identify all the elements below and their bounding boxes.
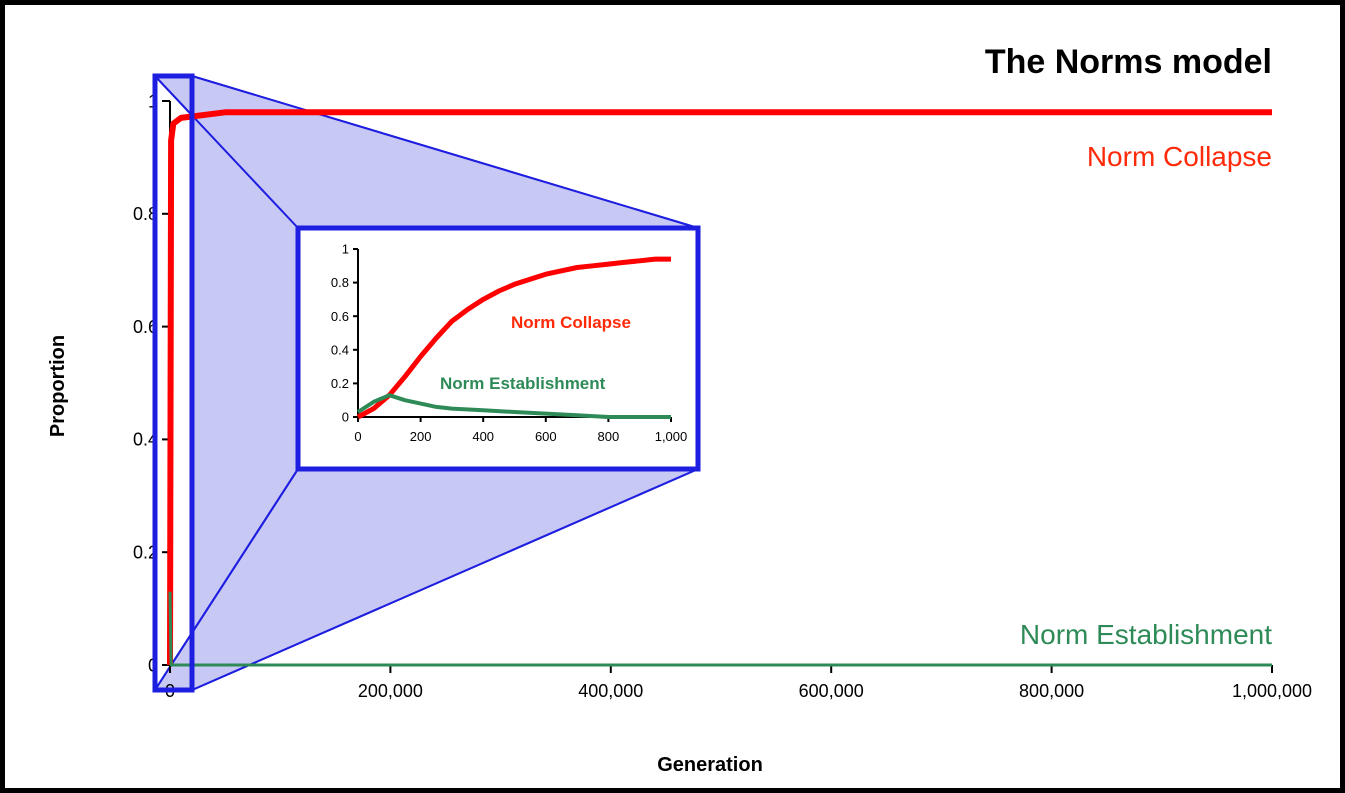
p0-x-tick-label: 400,000 <box>578 681 643 701</box>
x-axis-title: Generation <box>657 754 763 776</box>
p0-x-tick-label: 200,000 <box>358 681 423 701</box>
p0-x-tick-label: 800,000 <box>1019 681 1084 701</box>
chart-title: The Norms model <box>985 43 1272 81</box>
p1-y-tick-label: 0.6 <box>331 309 349 324</box>
main-label-norm-collapse: Norm Collapse <box>1087 141 1272 172</box>
p1-x-tick-label: 200 <box>410 429 432 444</box>
p1-y-tick-label: 0 <box>342 410 349 425</box>
inset-label-norm-establishment: Norm Establishment <box>440 374 606 393</box>
inset-label-norm-collapse: Norm Collapse <box>511 313 631 332</box>
p1-x-tick-label: 400 <box>472 429 494 444</box>
p0-x-tick-label: 1,000,000 <box>1232 681 1312 701</box>
p0-x-tick-label: 600,000 <box>799 681 864 701</box>
p1-x-tick-label: 0 <box>354 429 361 444</box>
p1-x-tick-label: 800 <box>598 429 620 444</box>
p1-y-tick-label: 1 <box>342 242 349 257</box>
main-label-norm-establishment: Norm Establishment <box>1020 619 1272 650</box>
p1-x-tick-label: 600 <box>535 429 557 444</box>
p1-x-tick-label: 1,000 <box>655 429 688 444</box>
y-axis-title: Proportion <box>47 335 69 437</box>
p1-y-tick-label: 0.4 <box>331 342 349 357</box>
p1-y-tick-label: 0.8 <box>331 275 349 290</box>
p1-y-tick-label: 0.2 <box>331 376 349 391</box>
